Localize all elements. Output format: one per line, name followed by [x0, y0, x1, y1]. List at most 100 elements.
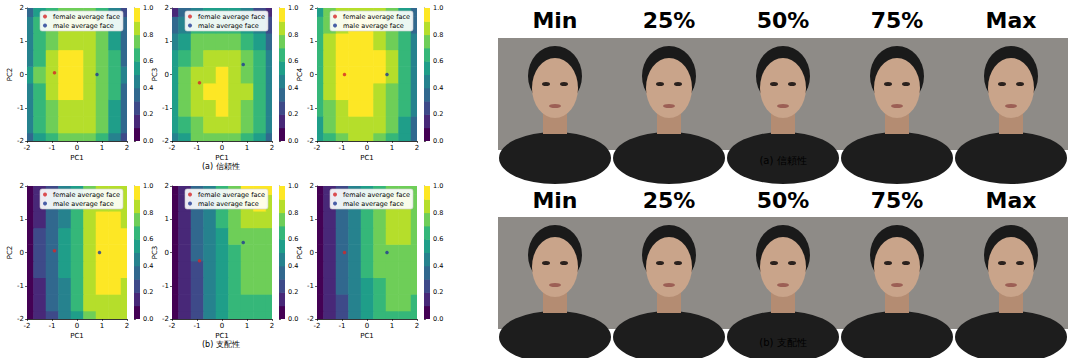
svg-text:PC3: PC3	[151, 68, 159, 82]
svg-text:PC1: PC1	[360, 154, 374, 162]
svg-text:25%: 25%	[643, 188, 696, 213]
svg-text:2: 2	[165, 4, 169, 12]
svg-text:2: 2	[270, 144, 274, 152]
svg-text:0: 0	[310, 249, 314, 257]
svg-text:-1: -1	[49, 144, 56, 152]
svg-text:-2: -2	[314, 322, 321, 330]
svg-text:0: 0	[75, 144, 79, 152]
svg-text:2: 2	[310, 4, 314, 12]
svg-text:0: 0	[220, 322, 224, 330]
svg-text:50%: 50%	[757, 8, 810, 33]
svg-text:2: 2	[20, 182, 24, 190]
svg-text:Max: Max	[986, 188, 1037, 213]
svg-text:Min: Min	[532, 188, 577, 213]
svg-text:PC1: PC1	[215, 154, 229, 162]
svg-text:1: 1	[100, 144, 104, 152]
svg-text:-1: -1	[17, 104, 24, 112]
svg-text:female average face: female average face	[343, 13, 410, 21]
svg-text:-1: -1	[17, 282, 24, 290]
svg-text:0: 0	[20, 249, 24, 257]
svg-text:75%: 75%	[871, 188, 924, 213]
svg-text:-2: -2	[24, 322, 31, 330]
svg-text:1: 1	[310, 37, 314, 45]
svg-text:1: 1	[245, 322, 249, 330]
svg-text:female average face: female average face	[53, 13, 120, 21]
svg-text:0: 0	[365, 144, 369, 152]
svg-text:1.0: 1.0	[143, 182, 153, 190]
svg-text:0: 0	[365, 322, 369, 330]
svg-text:1: 1	[390, 144, 394, 152]
svg-text:0.6: 0.6	[288, 57, 298, 65]
svg-text:-1: -1	[162, 104, 169, 112]
svg-text:2: 2	[310, 182, 314, 190]
svg-text:0.8: 0.8	[143, 209, 153, 217]
svg-text:female average face: female average face	[198, 191, 265, 199]
svg-text:Max: Max	[986, 8, 1037, 33]
svg-text:0: 0	[75, 322, 79, 330]
svg-text:0.0: 0.0	[288, 315, 298, 323]
svg-text:0.4: 0.4	[143, 84, 153, 92]
svg-text:2: 2	[165, 182, 169, 190]
svg-text:0.6: 0.6	[433, 235, 443, 243]
svg-text:male average face: male average face	[53, 22, 114, 30]
svg-text:0.8: 0.8	[433, 209, 443, 217]
svg-text:0: 0	[20, 71, 24, 79]
svg-text:PC1: PC1	[215, 332, 229, 340]
svg-text:0.6: 0.6	[143, 57, 153, 65]
svg-text:0.0: 0.0	[433, 137, 443, 145]
svg-text:0: 0	[220, 144, 224, 152]
svg-text:0.8: 0.8	[288, 209, 298, 217]
svg-text:PC2: PC2	[6, 246, 14, 260]
svg-text:PC4: PC4	[296, 67, 304, 81]
svg-text:-2: -2	[169, 322, 176, 330]
svg-text:0: 0	[165, 71, 169, 79]
svg-text:0: 0	[165, 249, 169, 257]
svg-text:0.2: 0.2	[433, 110, 443, 118]
svg-text:0.6: 0.6	[288, 235, 298, 243]
svg-text:0.0: 0.0	[143, 315, 153, 323]
svg-text:1: 1	[165, 37, 169, 45]
svg-text:0.2: 0.2	[288, 288, 298, 296]
svg-text:1.0: 1.0	[288, 182, 298, 190]
svg-text:-1: -1	[307, 282, 314, 290]
svg-text:1: 1	[20, 37, 24, 45]
svg-text:Min: Min	[532, 8, 577, 33]
svg-text:0.4: 0.4	[433, 262, 443, 270]
svg-text:female average face: female average face	[343, 191, 410, 199]
svg-text:2: 2	[415, 144, 419, 152]
svg-text:0.0: 0.0	[433, 315, 443, 323]
svg-text:1: 1	[310, 215, 314, 223]
svg-text:-2: -2	[314, 144, 321, 152]
svg-text:1: 1	[390, 322, 394, 330]
svg-text:PC3: PC3	[151, 246, 159, 260]
svg-text:50%: 50%	[757, 188, 810, 213]
svg-text:1: 1	[165, 215, 169, 223]
svg-text:PC1: PC1	[70, 154, 84, 162]
svg-text:1: 1	[20, 215, 24, 223]
svg-text:0.4: 0.4	[288, 262, 298, 270]
svg-text:0.2: 0.2	[143, 110, 153, 118]
svg-text:-1: -1	[339, 144, 346, 152]
svg-text:female average face: female average face	[53, 191, 120, 199]
svg-text:0.6: 0.6	[143, 235, 153, 243]
svg-text:PC1: PC1	[70, 332, 84, 340]
svg-text:1: 1	[245, 144, 249, 152]
svg-text:-1: -1	[194, 144, 201, 152]
svg-text:PC1: PC1	[360, 332, 374, 340]
svg-text:0.2: 0.2	[143, 288, 153, 296]
svg-text:-2: -2	[169, 144, 176, 152]
svg-text:0.6: 0.6	[433, 57, 443, 65]
svg-text:1.0: 1.0	[143, 4, 153, 12]
svg-text:-1: -1	[307, 104, 314, 112]
svg-text:-1: -1	[194, 322, 201, 330]
svg-text:1.0: 1.0	[288, 4, 298, 12]
svg-text:-1: -1	[339, 322, 346, 330]
svg-text:0.8: 0.8	[433, 31, 443, 39]
svg-text:0.8: 0.8	[143, 31, 153, 39]
svg-text:male average face: male average face	[343, 22, 404, 30]
svg-text:0.2: 0.2	[288, 110, 298, 118]
svg-text:(b) 支配性: (b) 支配性	[202, 340, 240, 349]
svg-text:(b) 支配性: (b) 支配性	[759, 337, 806, 348]
svg-text:2: 2	[125, 144, 129, 152]
svg-text:2: 2	[270, 322, 274, 330]
